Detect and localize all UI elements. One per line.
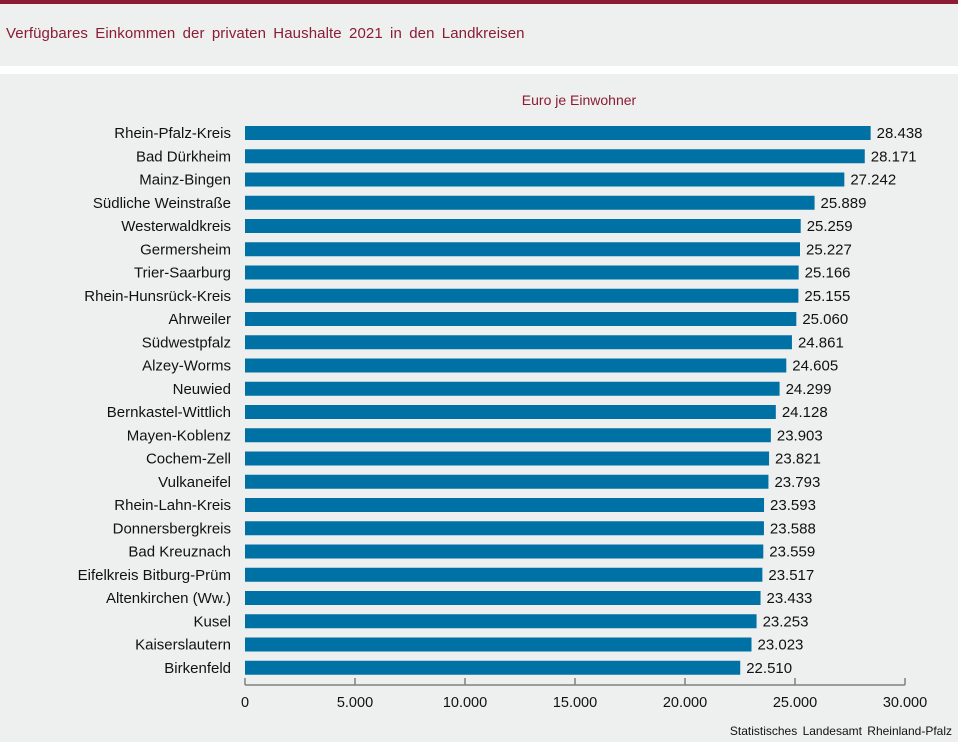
value-label: 24.861	[798, 334, 844, 351]
value-label: 22.510	[746, 660, 792, 677]
value-label: 23.253	[763, 613, 809, 630]
bar	[245, 451, 770, 466]
bar	[245, 358, 787, 373]
bar	[245, 521, 764, 536]
category-label: Cochem-Zell	[146, 451, 231, 468]
x-tick-label: 10.000	[443, 695, 487, 711]
bar	[245, 498, 765, 512]
value-label: 23.821	[775, 451, 821, 468]
category-label: Kaiserslautern	[135, 637, 231, 654]
value-label: 23.593	[770, 497, 816, 514]
bar	[245, 149, 865, 164]
category-label: Mayen-Koblenz	[127, 427, 231, 444]
bar	[245, 265, 799, 280]
value-label: 25.166	[805, 265, 851, 282]
page-title: Verfügbares Einkommen der privaten Haush…	[6, 25, 525, 42]
x-tick-label: 25.000	[773, 695, 817, 711]
value-labels-group: 28.438 28.171 27.242 25.889 25.259 25.227 25.1…	[746, 125, 922, 677]
category-label: Alzey-Worms	[142, 358, 231, 375]
bar	[245, 428, 771, 443]
bar	[245, 660, 741, 675]
bar	[245, 405, 776, 419]
value-label: 23.517	[768, 567, 814, 584]
x-tick-label: 30.000	[883, 695, 927, 711]
bar	[245, 242, 800, 257]
category-label: Ahrweiler	[168, 311, 231, 328]
value-label: 24.128	[782, 404, 828, 421]
category-label: Vulkaneifel	[158, 474, 231, 491]
bars-group	[245, 126, 871, 675]
value-label: 24.299	[786, 381, 832, 398]
category-label: Eifelkreis Bitburg-Prüm	[78, 567, 231, 584]
bar	[245, 544, 764, 559]
top-accent-bar	[0, 0, 958, 4]
x-axis: 0 5.000 10.000 15.000 20.000 25.000 30.000	[241, 678, 927, 711]
value-label: 23.559	[769, 544, 815, 561]
bar	[245, 219, 801, 233]
value-label: 28.438	[877, 125, 923, 142]
bar	[245, 474, 769, 489]
bar	[245, 126, 871, 140]
category-label: Neuwied	[173, 381, 231, 398]
value-label: 23.588	[770, 520, 816, 537]
value-label: 23.023	[758, 637, 804, 654]
x-tick-label: 15.000	[553, 695, 597, 711]
x-tick-label: 0	[241, 695, 249, 711]
value-label: 23.793	[774, 474, 820, 491]
category-label: Rhein-Hunsrück-Kreis	[84, 288, 231, 305]
category-label: Rhein-Lahn-Kreis	[114, 497, 231, 514]
category-label: Südwestpfalz	[142, 334, 231, 351]
category-label: Kusel	[193, 613, 231, 630]
x-tick-label: 5.000	[337, 695, 373, 711]
category-label: Trier-Saarburg	[134, 265, 231, 282]
category-label: Germersheim	[140, 241, 231, 258]
bar	[245, 335, 792, 350]
bar	[245, 172, 845, 187]
bar	[245, 312, 797, 326]
category-label: Altenkirchen (Ww.)	[106, 590, 231, 607]
category-label: Rhein-Pfalz-Kreis	[114, 125, 231, 142]
bar	[245, 567, 763, 582]
category-label: Donnersbergkreis	[113, 520, 231, 537]
value-label: 25.259	[807, 218, 853, 235]
bar	[245, 637, 752, 652]
bar	[245, 614, 757, 629]
chart-subtitle: Euro je Einwohner	[521, 92, 637, 108]
x-tick-label: 20.000	[663, 695, 707, 711]
category-label: Bad Dürkheim	[136, 148, 231, 165]
value-label: 25.889	[821, 195, 867, 212]
value-label: 25.227	[806, 241, 852, 258]
value-label: 24.605	[792, 358, 838, 375]
value-label: 25.060	[802, 311, 848, 328]
category-label: Bad Kreuznach	[128, 544, 231, 561]
category-label: Bernkastel-Wittlich	[107, 404, 231, 421]
category-label: Südliche Weinstraße	[93, 195, 231, 212]
value-label: 27.242	[850, 172, 896, 189]
value-label: 23.903	[777, 427, 823, 444]
bar	[245, 591, 761, 605]
category-label: Birkenfeld	[164, 660, 231, 677]
value-label: 28.171	[871, 148, 917, 165]
header: Verfügbares Einkommen der privaten Haush…	[0, 4, 958, 66]
value-label: 23.433	[767, 590, 813, 607]
category-label: Westerwaldkreis	[121, 218, 231, 235]
category-labels-group: Rhein-Pfalz-Kreis Bad Dürkheim Mainz-Binge…	[78, 125, 231, 677]
bar	[245, 381, 780, 396]
source-credit: Statistisches Landesamt Rheinland-Pfalz	[729, 724, 952, 738]
bar	[245, 195, 815, 210]
value-label: 25.155	[804, 288, 850, 305]
bar	[245, 288, 799, 303]
category-label: Mainz-Bingen	[139, 172, 231, 189]
